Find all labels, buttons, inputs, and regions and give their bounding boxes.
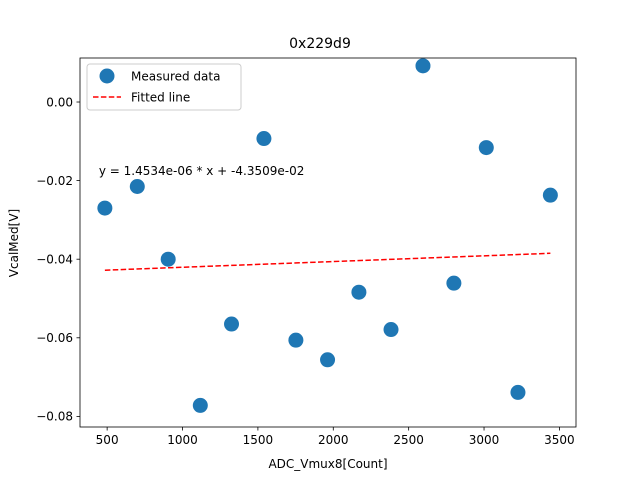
x-axis-label: ADC_Vmux8[Count] — [268, 457, 387, 471]
y-tick-label: 0.00 — [46, 95, 73, 109]
legend: Measured data Fitted line — [86, 63, 242, 111]
y-axis: −0.08 −0.06 −0.04 −0.02 0.00 — [36, 95, 80, 424]
data-point — [351, 284, 367, 300]
data-point — [542, 187, 558, 203]
fit-equation-annotation: y = 1.4534e-06 * x + -4.3509e-02 — [99, 164, 304, 178]
data-point — [415, 58, 431, 74]
data-point — [129, 179, 145, 195]
x-tick-label: 1500 — [243, 433, 274, 447]
data-point — [320, 352, 336, 368]
data-point — [288, 332, 304, 348]
legend-box — [86, 63, 242, 111]
y-tick-label: −0.02 — [36, 174, 73, 188]
x-tick-label: 500 — [96, 433, 119, 447]
data-point — [160, 251, 176, 267]
legend-label-fitted: Fitted line — [131, 91, 190, 105]
data-point — [478, 140, 494, 156]
y-tick-label: −0.06 — [36, 331, 73, 345]
x-tick-label: 1000 — [167, 433, 198, 447]
plot-frame — [79, 57, 577, 428]
data-point — [192, 397, 208, 413]
y-tick-label: −0.08 — [36, 410, 73, 424]
chart-title: 0x229d9 — [289, 36, 351, 52]
data-point — [383, 322, 399, 338]
data-point — [256, 131, 272, 147]
x-axis: 500 1000 1500 2000 2500 3000 3500 — [96, 427, 575, 447]
data-point — [510, 384, 526, 400]
x-tick-label: 3500 — [544, 433, 575, 447]
data-point — [97, 200, 113, 216]
fitted-line — [104, 252, 551, 271]
legend-label-measured: Measured data — [131, 70, 220, 84]
x-tick-label: 2000 — [318, 433, 349, 447]
y-tick-label: −0.04 — [36, 253, 73, 267]
scatter-points — [97, 58, 558, 413]
x-tick-label: 2500 — [393, 433, 424, 447]
x-tick-label: 3000 — [469, 433, 500, 447]
data-point — [224, 316, 240, 332]
data-point — [446, 275, 462, 291]
y-axis-label: VcalMed[V] — [7, 209, 21, 277]
fit-line-layer — [104, 252, 551, 271]
legend-marker-measured — [99, 68, 115, 84]
